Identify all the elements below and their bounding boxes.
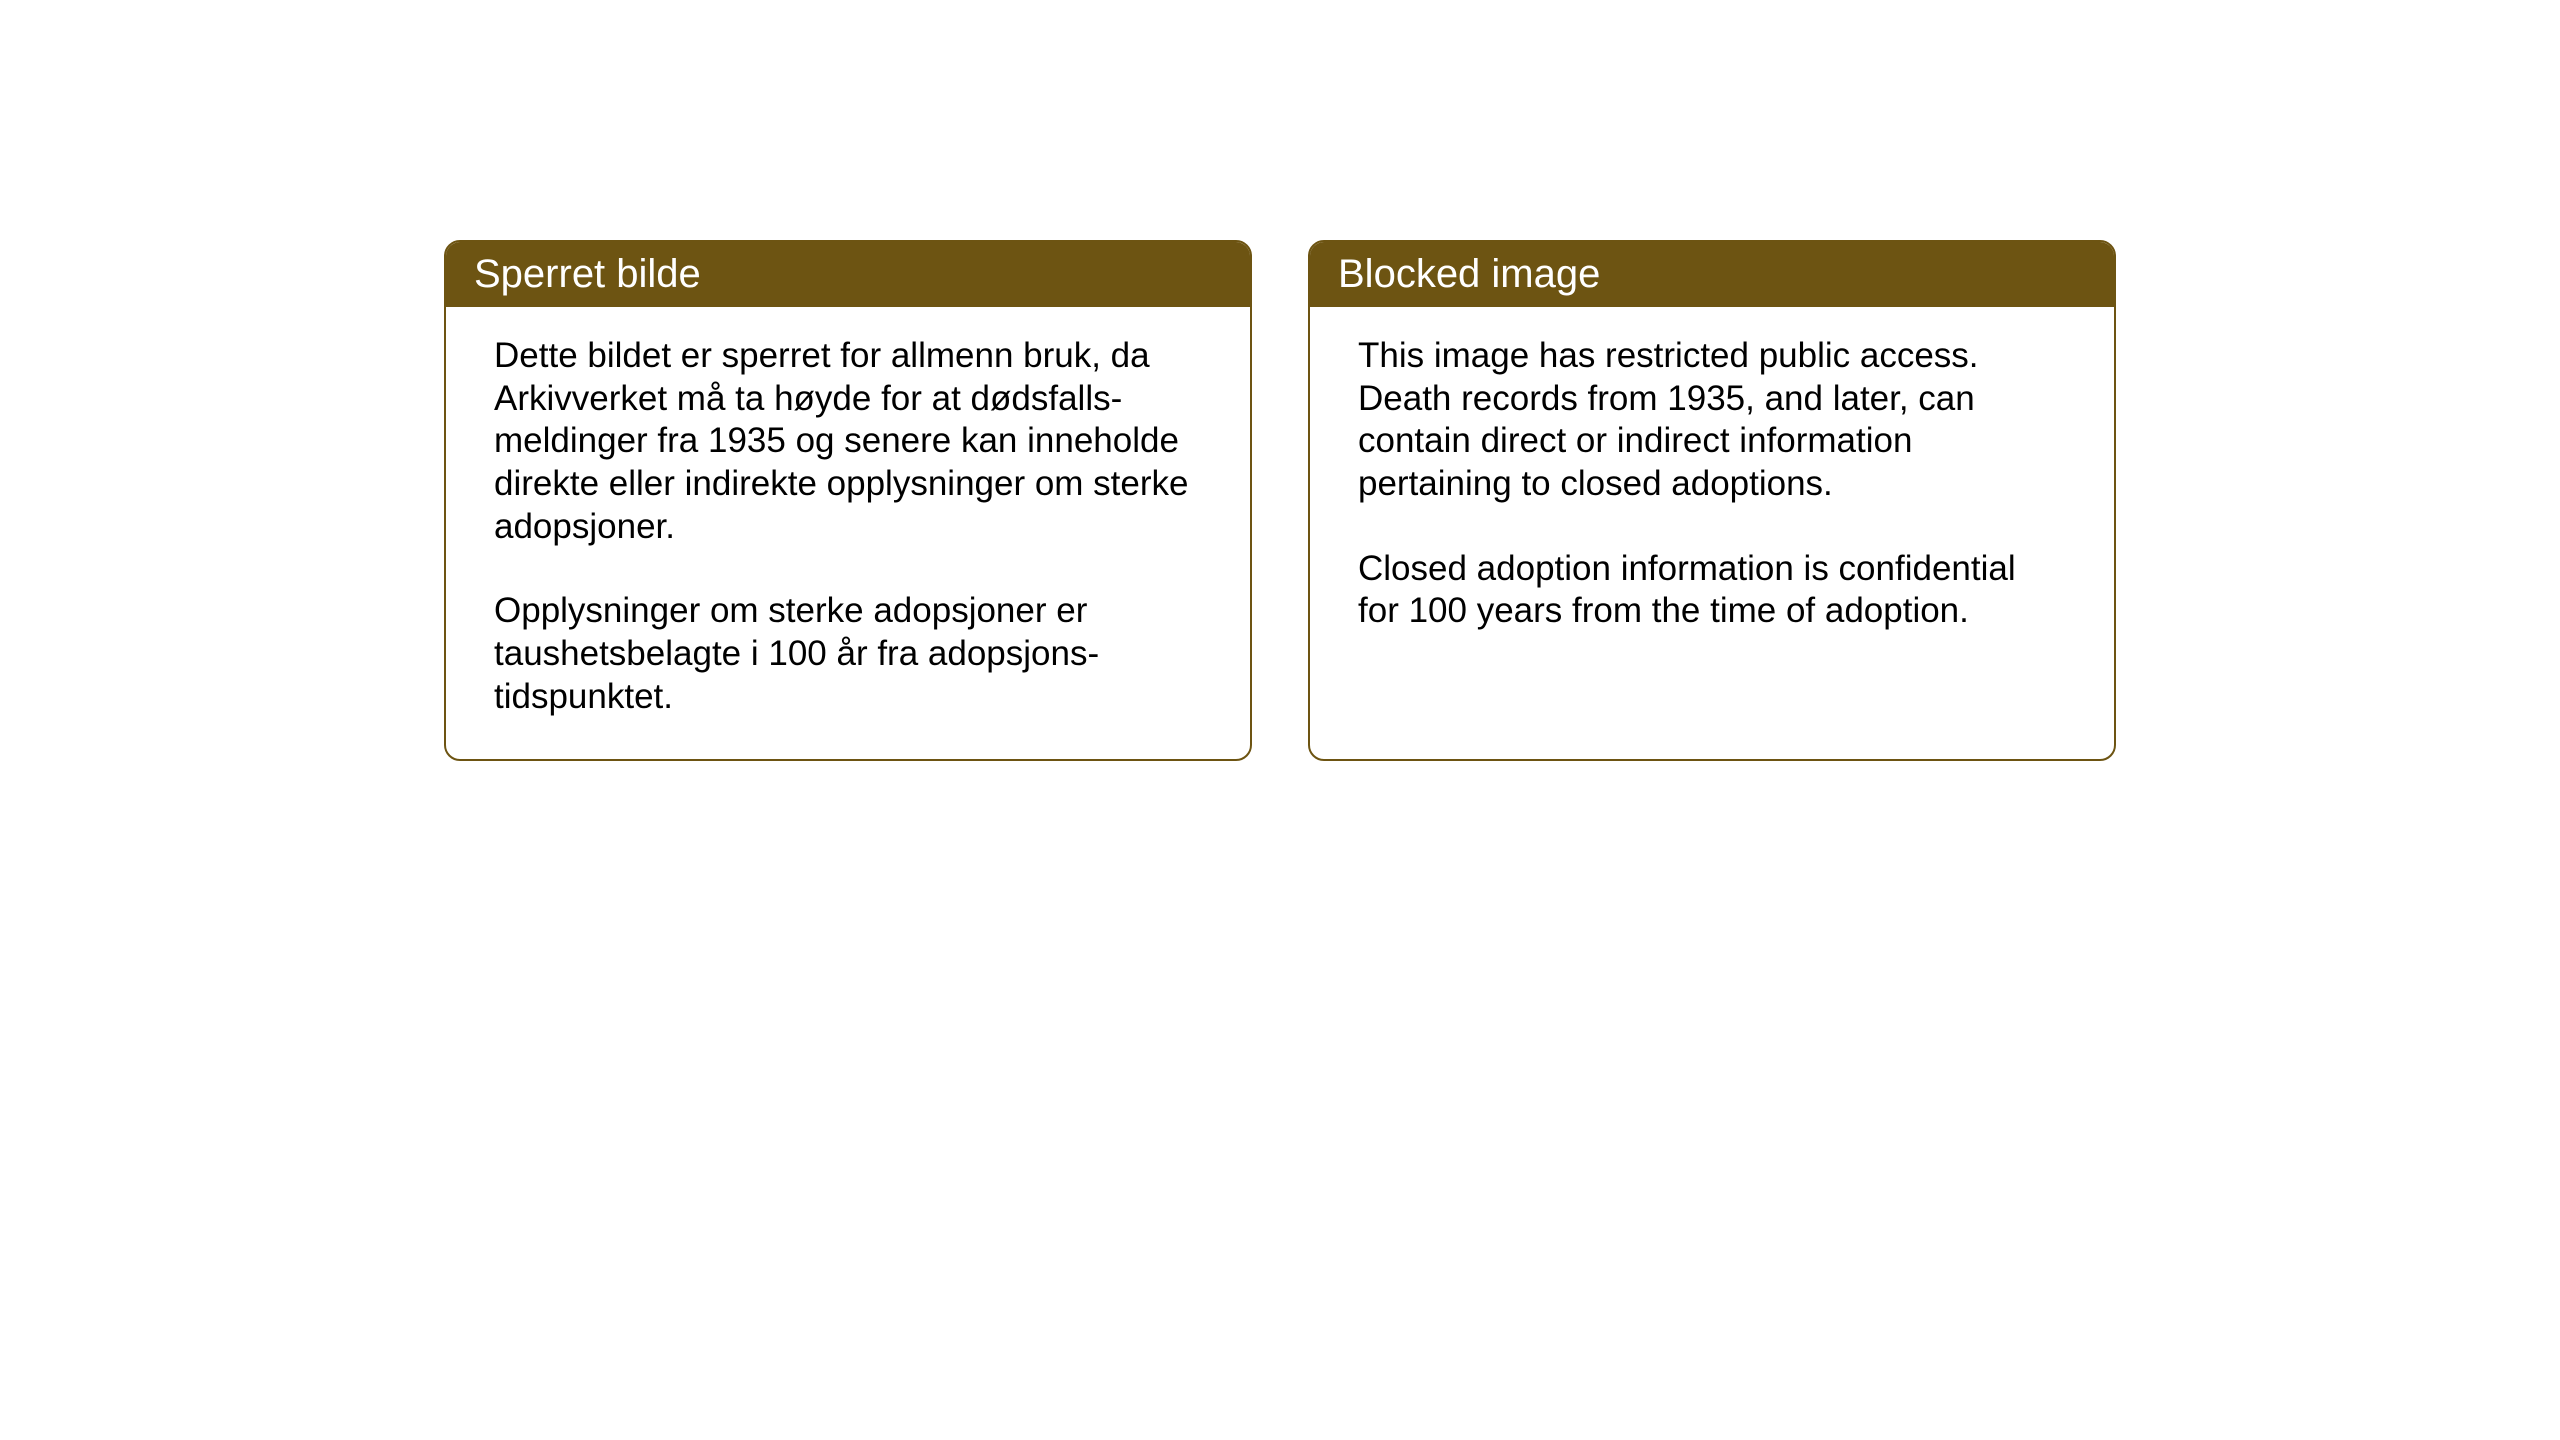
notice-card-norwegian: Sperret bilde Dette bildet er sperret fo… [444, 240, 1252, 761]
card-title: Sperret bilde [474, 252, 701, 296]
card-body: This image has restricted public access.… [1310, 307, 2114, 747]
notice-container: Sperret bilde Dette bildet er sperret fo… [444, 240, 2116, 761]
card-paragraph: This image has restricted public access.… [1358, 335, 2066, 506]
notice-card-english: Blocked image This image has restricted … [1308, 240, 2116, 761]
card-header: Blocked image [1310, 242, 2114, 307]
card-header: Sperret bilde [446, 242, 1250, 307]
card-paragraph: Opplysninger om sterke adopsjoner er tau… [494, 590, 1202, 718]
card-body: Dette bildet er sperret for allmenn bruk… [446, 307, 1250, 759]
card-paragraph: Dette bildet er sperret for allmenn bruk… [494, 335, 1202, 548]
card-paragraph: Closed adoption information is confident… [1358, 548, 2066, 633]
card-title: Blocked image [1338, 252, 1600, 296]
